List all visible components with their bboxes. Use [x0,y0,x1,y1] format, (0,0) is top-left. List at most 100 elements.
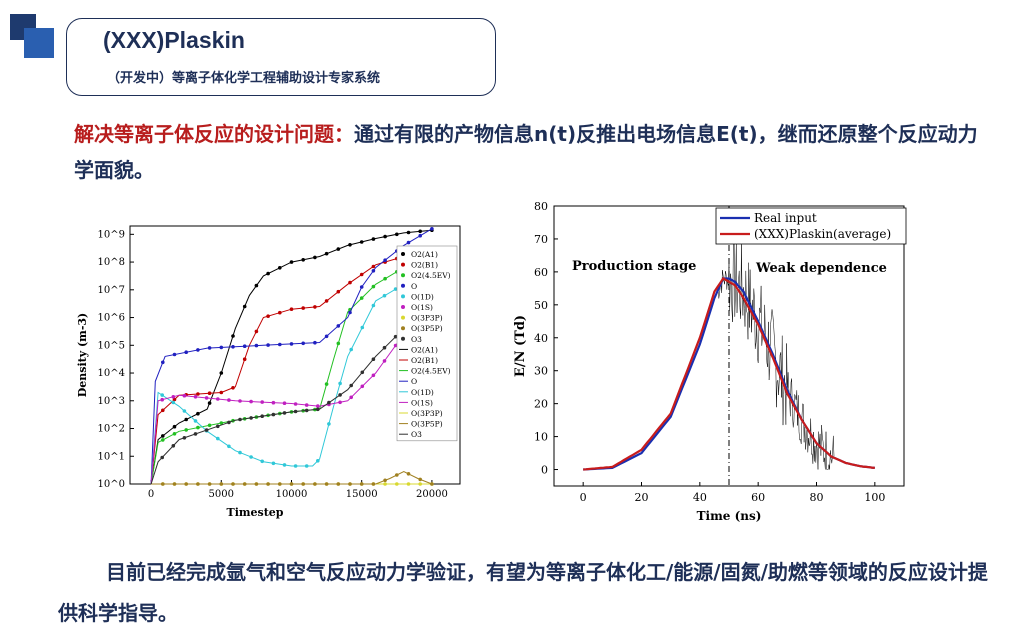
data-point [238,450,242,455]
legend-label: O(1D) [411,388,434,397]
data-point [231,334,235,338]
legend-label: O2(B1) [411,261,438,270]
data-point [418,477,423,482]
data-point [278,342,282,347]
legend-label: O2(A1) [411,345,438,354]
annotation-weak: Weak dependence [755,261,887,276]
y-axis-label: Density (m-3) [76,313,89,397]
y-tick-label: 50 [534,299,548,312]
data-point [406,240,411,245]
data-point [324,334,329,339]
data-point [216,424,220,429]
legend-marker [401,283,405,288]
data-point [260,459,264,464]
data-point [278,482,282,486]
data-point [360,325,365,330]
series-group [150,228,434,485]
data-point [207,346,212,350]
data-point [249,455,253,459]
legend-marker [401,252,405,256]
intro-highlight: 解决等离子体反应的设计问题： [74,122,354,146]
legend-label: O [411,377,417,386]
data-point [278,310,282,315]
data-point [161,438,165,442]
conclusion-paragraph: 目前已经完成氩气和空气反应动力学验证，有望为等离子体化工/能源/固氮/助燃等领域… [58,552,998,634]
data-point [184,482,188,486]
y-tick-label: 10^0 [98,479,125,490]
legend-label: O3 [411,430,422,439]
data-point [371,237,376,241]
data-point [383,276,387,281]
y-tick-label: 10^4 [98,368,125,379]
legend-marker [401,326,405,331]
data-point [182,393,187,398]
corner-decoration [24,28,54,58]
data-point [193,419,198,423]
data-point [160,397,164,402]
data-point [371,482,376,486]
data-point [293,402,298,406]
data-point [301,306,305,310]
data-point [336,247,341,251]
series-group [150,318,420,485]
data-point [348,310,352,315]
x-tick-label: 5000 [209,489,234,500]
legend-label: O3 [411,335,422,344]
data-point [359,296,364,300]
data-point [293,409,298,414]
data-point [324,382,329,386]
x-axis-label: Time (ns) [697,509,762,523]
data-point [171,395,176,399]
data-point [336,482,341,486]
data-point [184,350,188,354]
legend-label: O2(B1) [411,356,438,365]
data-point [313,482,317,486]
data-point [196,425,200,430]
data-point [304,403,309,407]
data-point [313,340,317,345]
data-point [301,341,305,346]
annotation-production: Production stage [572,259,696,274]
legend-label: O2(4.5EV) [411,367,451,376]
data-point [254,482,259,486]
data-point [360,384,365,389]
legend-marker [401,315,405,320]
series-line [150,281,418,485]
data-point [338,393,342,397]
legend-label: O(3P5P) [411,324,443,333]
intro-paragraph: 解决等离子体反应的设计问题：通过有限的产物信息n(t)反推出电场信息E(t)，继… [74,116,994,188]
y-tick-label: 10 [534,431,548,444]
legend-marker [401,294,405,299]
data-point [193,432,198,436]
series-group [150,227,434,485]
y-tick-label: 10^5 [98,340,125,351]
data-point [348,243,352,247]
data-point [383,478,387,483]
data-point [371,303,376,308]
legend-label: O2(4.5EV) [411,271,451,280]
data-point [271,461,276,466]
legend-box [396,245,458,442]
data-point [196,392,200,396]
data-point [301,482,305,486]
data-point [207,482,212,486]
data-point [371,284,376,289]
data-point [406,472,411,476]
data-point [254,343,259,348]
y-tick-label: 40 [534,332,548,345]
data-point [242,344,247,348]
data-point [336,341,341,346]
conclusion-text: 目前已经完成氩气和空气反应动力学验证，有望为等离子体化工/能源/固氮/助燃等领域… [58,560,988,625]
data-point [171,400,176,405]
data-point [282,463,287,467]
legend-marker [401,336,405,341]
data-point [371,373,376,378]
data-point [316,404,320,408]
data-point [359,272,364,277]
y-tick-label: 10^6 [98,313,125,324]
legend-label: O2(A1) [411,250,438,259]
legend-marker [401,305,405,309]
y-tick-label: 10^8 [98,257,125,268]
y-tick-label: 10^2 [98,424,125,435]
data-point [395,473,399,477]
